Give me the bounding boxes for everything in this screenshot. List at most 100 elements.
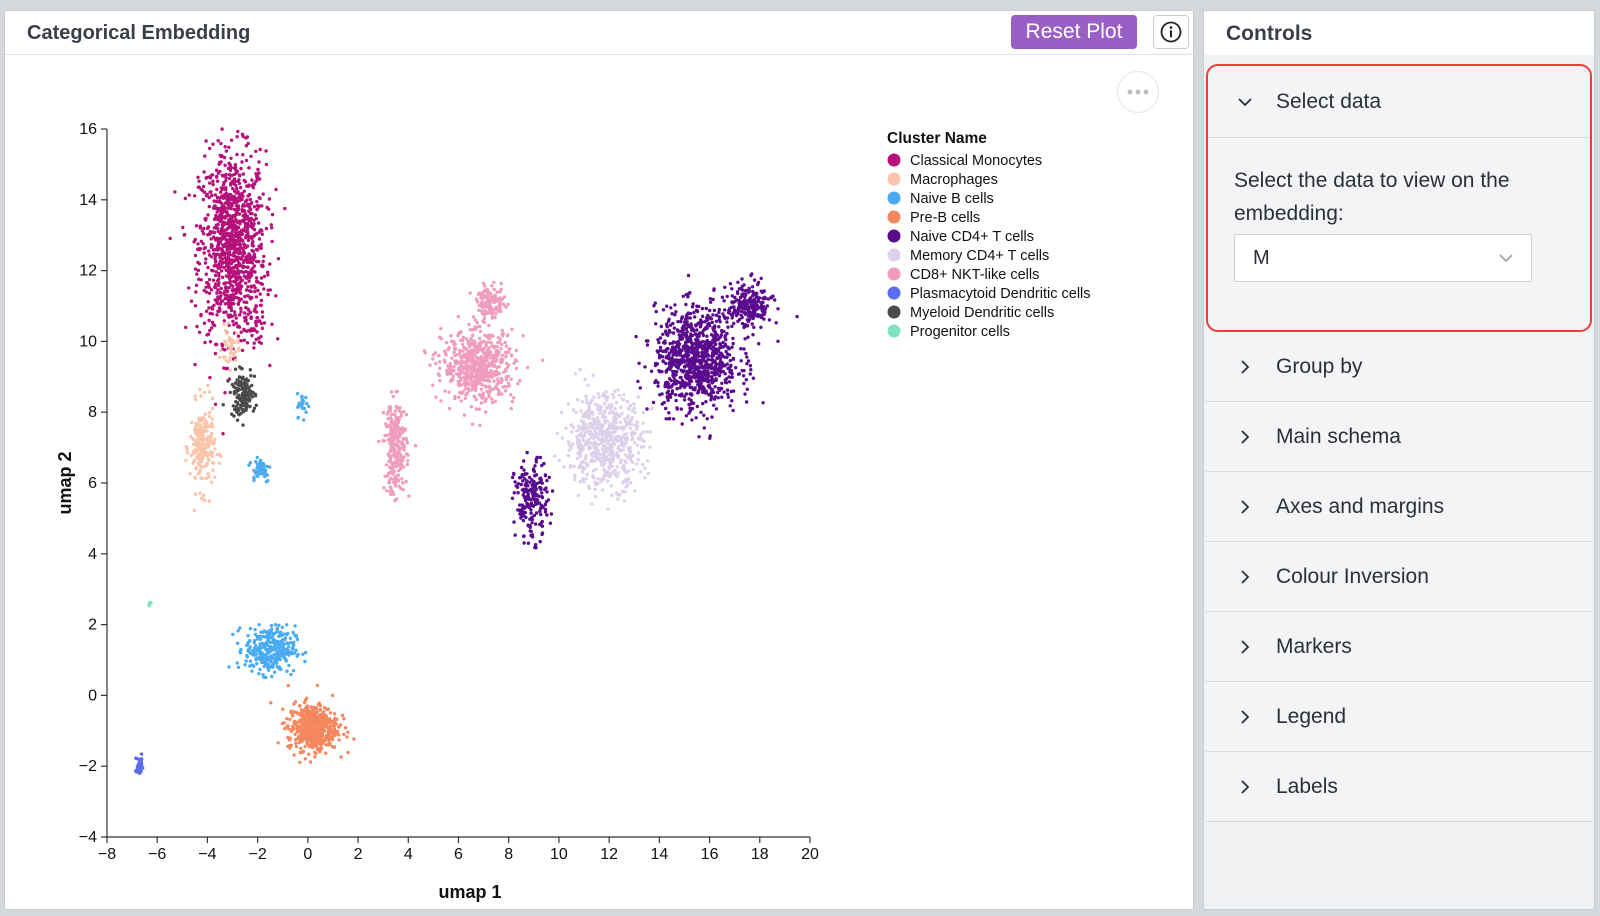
data-point xyxy=(482,333,487,337)
data-point xyxy=(300,394,304,398)
data-point xyxy=(439,399,443,403)
data-point xyxy=(510,475,515,480)
info-button[interactable] xyxy=(1153,15,1189,49)
data-point xyxy=(594,422,598,426)
data-point xyxy=(497,388,501,393)
data-point xyxy=(584,456,588,461)
data-point xyxy=(207,253,212,257)
data-point xyxy=(646,471,650,476)
data-point xyxy=(575,456,580,461)
data-point xyxy=(635,427,639,431)
data-point xyxy=(519,516,523,520)
data-point xyxy=(698,341,703,345)
data-point xyxy=(194,290,198,294)
data-point xyxy=(614,400,619,405)
plot-header: Categorical Embedding Reset Plot xyxy=(5,11,1193,55)
data-point xyxy=(204,476,208,481)
data-point xyxy=(695,404,699,409)
data-point xyxy=(671,417,676,421)
data-point xyxy=(198,469,202,474)
data-point xyxy=(185,451,190,455)
data-point xyxy=(261,472,266,476)
data-point xyxy=(763,310,767,314)
data-point xyxy=(209,237,213,241)
data-point xyxy=(744,400,749,404)
data-point xyxy=(269,640,273,645)
data-point xyxy=(525,365,530,370)
data-point xyxy=(227,285,231,290)
data-point xyxy=(216,283,221,288)
data-point xyxy=(663,341,667,345)
data-point xyxy=(276,337,280,341)
data-point xyxy=(265,634,269,639)
data-point xyxy=(434,395,438,399)
data-point xyxy=(667,357,671,361)
data-point xyxy=(765,304,769,308)
data-point xyxy=(665,304,669,308)
data-point xyxy=(231,632,235,637)
data-point xyxy=(679,407,683,411)
umap-scatter-plot[interactable]: −8 −6 −4 −2 0 2 4 6 8 10 12 14 16 18 20−4−202468101214… xyxy=(5,55,1193,909)
data-point xyxy=(259,464,263,469)
data-point xyxy=(236,341,240,345)
data-point xyxy=(744,378,748,382)
data-point xyxy=(304,726,309,730)
data-point xyxy=(521,474,525,479)
data-point xyxy=(295,392,300,396)
data-point xyxy=(443,351,448,355)
data-point xyxy=(200,430,204,434)
data-point xyxy=(242,328,247,333)
data-point xyxy=(725,388,730,392)
data-point xyxy=(695,347,700,351)
data-point xyxy=(730,399,734,403)
data-point xyxy=(243,311,247,315)
data-point xyxy=(739,347,743,351)
data-point xyxy=(705,334,709,338)
data-point xyxy=(258,303,263,308)
more-options-button[interactable] xyxy=(1117,71,1159,113)
data-point xyxy=(211,248,216,252)
data-point xyxy=(633,410,637,415)
data-point xyxy=(602,454,606,458)
data-point xyxy=(633,489,637,493)
data-point xyxy=(573,372,578,376)
data-point xyxy=(259,242,263,247)
data-point xyxy=(713,359,717,363)
data-point xyxy=(254,259,259,264)
data-point xyxy=(228,358,232,362)
data-point xyxy=(245,214,250,218)
data-point xyxy=(557,458,561,462)
data-point xyxy=(667,317,671,321)
data-point xyxy=(275,627,279,632)
data-point xyxy=(621,480,626,484)
data-point xyxy=(223,145,227,149)
data-point xyxy=(471,315,476,319)
data-point xyxy=(616,497,620,501)
data-point xyxy=(252,346,256,350)
data-point xyxy=(262,321,267,325)
data-point xyxy=(253,307,257,311)
data-point xyxy=(236,268,240,272)
data-point xyxy=(759,304,764,309)
data-point xyxy=(581,477,585,481)
data-point xyxy=(213,254,218,259)
data-point xyxy=(266,479,270,483)
data-point xyxy=(226,226,230,231)
data-point xyxy=(202,226,206,231)
data-point xyxy=(239,330,243,334)
data-point xyxy=(278,634,282,638)
data-point xyxy=(200,457,205,461)
data-point xyxy=(575,438,580,442)
data-point xyxy=(293,732,297,736)
data-point xyxy=(251,240,255,244)
data-point xyxy=(202,321,207,325)
data-point xyxy=(578,480,582,484)
data-point xyxy=(609,484,613,488)
data-point xyxy=(260,326,265,330)
data-point xyxy=(776,339,780,343)
data-point xyxy=(732,305,736,309)
data-point xyxy=(617,493,621,497)
data-point xyxy=(702,327,707,331)
reset-plot-button[interactable]: Reset Plot xyxy=(1011,15,1137,49)
data-point xyxy=(250,328,255,333)
